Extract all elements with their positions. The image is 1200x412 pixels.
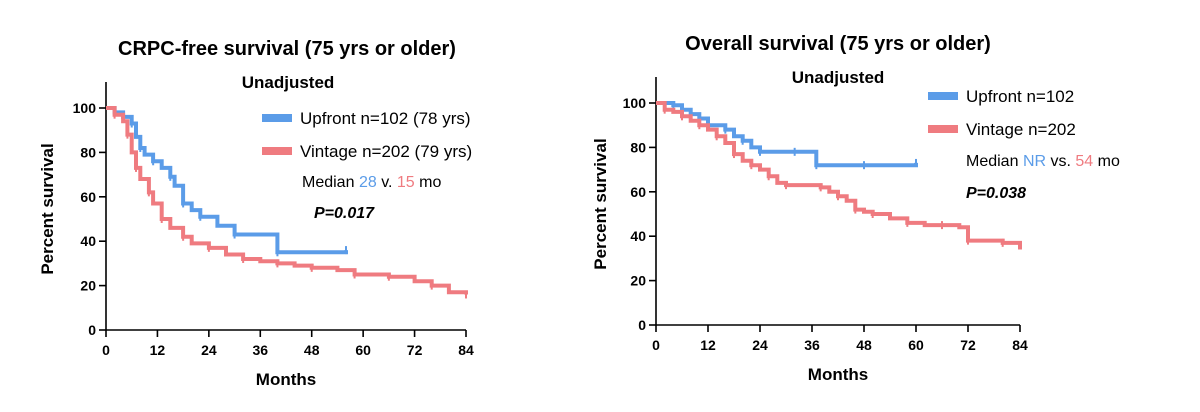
y-tick-label: 0	[88, 322, 96, 338]
median-prefix: Median	[966, 153, 1018, 170]
x-axis-label: Months	[808, 365, 868, 384]
series-line-upfront	[656, 101, 918, 168]
median-note: Median 28 v. 15 mo	[302, 174, 441, 191]
y-tick-label: 20	[80, 278, 96, 294]
x-tick-label: 84	[1012, 337, 1028, 353]
y-tick-label: 100	[73, 100, 97, 116]
x-tick-label: 24	[201, 342, 217, 358]
median-suffix: mo	[1098, 153, 1120, 170]
x-tick-label: 72	[407, 342, 423, 358]
x-tick-label: 36	[252, 342, 268, 358]
y-tick-label: 20	[630, 273, 646, 289]
chart-title: Overall survival (75 yrs or older)	[685, 33, 991, 55]
y-axis-label: Percent survival	[38, 143, 57, 274]
x-tick-label: 84	[458, 342, 474, 358]
median-b: 15	[397, 174, 415, 191]
median-suffix: mo	[419, 174, 441, 191]
chart-title: CRPC-free survival (75 yrs or older)	[118, 38, 456, 60]
x-tick-label: 0	[652, 337, 660, 353]
x-tick-label: 48	[856, 337, 872, 353]
y-tick-label: 40	[80, 233, 96, 249]
x-tick-label: 12	[700, 337, 716, 353]
series-line-vintage	[656, 101, 1022, 250]
x-tick-label: 24	[752, 337, 768, 353]
x-tick-label: 12	[150, 342, 166, 358]
x-tick-label: 48	[304, 342, 320, 358]
y-tick-label: 60	[630, 184, 646, 200]
median-a: 28	[359, 174, 377, 191]
median-a: NR	[1023, 153, 1046, 170]
legend-label: Upfront n=102	[966, 87, 1074, 106]
median-note: Median NR vs. 54 mo	[966, 153, 1120, 170]
x-tick-label: 60	[908, 337, 924, 353]
x-tick-label: 36	[804, 337, 820, 353]
overall-survival-chart: Overall survival (75 yrs or older) Unadju…	[591, 33, 1120, 384]
y-tick-label: 60	[80, 189, 96, 205]
x-axis-label: Months	[256, 370, 316, 389]
p-value: P=0.038	[966, 185, 1026, 202]
x-tick-label: 72	[960, 337, 976, 353]
median-mid: v.	[381, 174, 392, 191]
median-prefix: Median	[302, 174, 354, 191]
p-value: P=0.017	[314, 205, 375, 222]
legend-label: Upfront n=102 (78 yrs)	[300, 109, 471, 128]
median-b: 54	[1075, 153, 1093, 170]
x-tick-label: 60	[355, 342, 371, 358]
chart-subtitle: Unadjusted	[242, 73, 335, 92]
y-tick-label: 0	[638, 317, 646, 333]
chart-subtitle: Unadjusted	[792, 68, 885, 87]
legend-label: Vintage n=202 (79 yrs)	[300, 142, 472, 161]
y-tick-label: 100	[623, 95, 647, 111]
legend-label: Vintage n=202	[966, 120, 1076, 139]
y-tick-label: 80	[630, 139, 646, 155]
y-tick-label: 40	[630, 228, 646, 244]
y-tick-label: 80	[80, 144, 96, 160]
series-line-vintage	[106, 106, 468, 295]
x-tick-label: 0	[102, 342, 110, 358]
y-axis-label: Percent survival	[591, 138, 610, 269]
crpc-free-survival-chart: CRPC-free survival (75 yrs or older) Unad…	[38, 38, 474, 389]
median-mid: vs.	[1051, 153, 1071, 170]
